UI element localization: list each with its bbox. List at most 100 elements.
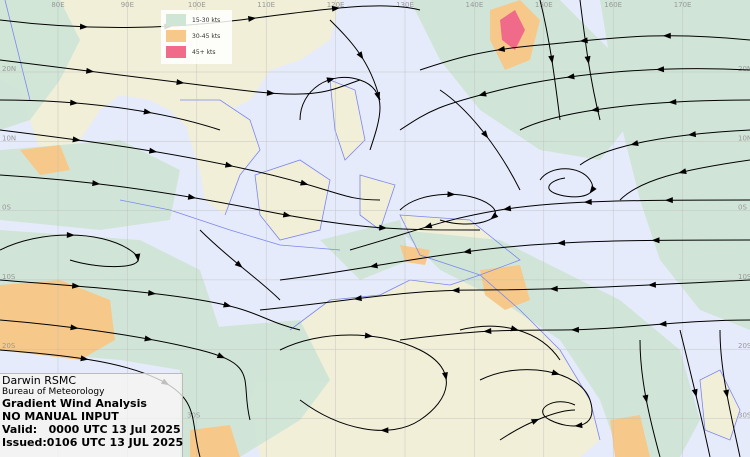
product-title: Gradient Wind Analysis — [2, 397, 147, 410]
arrowhead — [651, 237, 660, 244]
streamline — [419, 35, 750, 71]
arrowhead — [72, 136, 81, 143]
arrowhead — [353, 295, 362, 302]
arrowhead — [441, 372, 448, 381]
arrowhead — [92, 180, 101, 187]
longitude-label: 150E — [535, 1, 553, 9]
longitude-label: 130E — [396, 1, 414, 9]
arrowhead — [364, 332, 374, 339]
arrowhead — [224, 161, 234, 168]
streamline — [539, 168, 593, 198]
longitude-label: 110E — [257, 1, 275, 9]
arrowhead — [687, 131, 697, 138]
arrowhead — [300, 179, 309, 186]
streamline — [399, 193, 496, 225]
legend-swatch — [166, 14, 186, 26]
arrowhead — [590, 106, 600, 113]
arrowhead — [655, 66, 665, 73]
legend-label: 30-45 kts — [192, 32, 221, 40]
legend-label: 45+ kts — [192, 48, 216, 56]
arrowhead — [380, 427, 389, 434]
land-borneo — [255, 160, 330, 240]
arrowhead — [247, 15, 257, 22]
agency-name: Bureau of Meteorology — [2, 387, 105, 397]
arrowhead — [447, 191, 456, 198]
latitude-label: 20S — [2, 342, 16, 350]
arrowhead — [551, 369, 560, 376]
arrowhead — [502, 205, 512, 212]
longitude-label: 120E — [327, 1, 345, 9]
arrowhead — [549, 285, 558, 292]
arrowhead — [148, 147, 158, 154]
arrowhead — [282, 211, 292, 218]
arrowhead — [647, 281, 657, 288]
arrowhead — [216, 352, 226, 359]
arrowhead — [144, 335, 153, 342]
streamline — [0, 234, 139, 268]
land-indochina — [180, 100, 260, 215]
arrowhead — [662, 32, 671, 39]
info-box: Darwin RSMC Bureau of Meteorology Gradie… — [0, 373, 183, 457]
arrowhead — [69, 99, 79, 106]
latitude-label: 10S — [2, 273, 16, 281]
longitude-label: 100E — [188, 1, 206, 9]
arrowhead — [678, 168, 687, 175]
valid-time: Valid: 0000 UTC 13 Jul 2025 — [2, 423, 181, 436]
arrowhead — [481, 130, 489, 139]
arrowhead — [668, 98, 677, 105]
land-asia — [0, 0, 340, 170]
arrowhead — [369, 262, 378, 269]
arrowhead — [356, 51, 364, 60]
arrowhead — [510, 325, 519, 332]
longitude-label: 140E — [466, 1, 484, 9]
latitude-label: 20N — [2, 65, 16, 73]
legend: 15-30 kts 30-45 kts 45+ kts — [161, 10, 232, 64]
latitude-label: 30S — [738, 412, 750, 420]
graticule-labels: 80E 90E 100E 110E 120E 130E 140E 150E 160E 170E 20… — [2, 1, 750, 420]
arrowhead — [490, 212, 499, 220]
latitude-label: 30S — [187, 412, 201, 420]
arrowhead — [691, 388, 698, 398]
streamline-arrows — [66, 5, 730, 434]
arrowhead — [530, 418, 540, 425]
arrowhead — [187, 193, 197, 200]
longitude-label: 170E — [674, 1, 692, 9]
streamline — [259, 279, 750, 311]
legend-item-15-30: 15-30 kts — [166, 14, 220, 26]
streamline — [0, 319, 251, 421]
legend-label: 15-30 kts — [192, 16, 221, 24]
arrowhead — [483, 328, 492, 335]
latitude-label: 0S — [738, 204, 747, 212]
arrowhead — [71, 282, 81, 289]
arrowhead — [570, 326, 579, 333]
arrowhead — [70, 324, 79, 331]
arrowhead — [234, 260, 243, 268]
arrowhead — [496, 45, 506, 52]
arrowhead — [642, 394, 649, 404]
arrowhead — [147, 289, 157, 296]
arrowhead — [574, 422, 583, 429]
arrowhead — [331, 5, 341, 12]
latitude-label: 10N — [738, 134, 750, 142]
arrowhead — [579, 37, 588, 44]
streamline — [329, 19, 381, 101]
streamline — [0, 59, 361, 95]
arrowhead — [134, 253, 141, 262]
arrowhead — [584, 55, 591, 65]
arrowhead — [66, 231, 75, 238]
streamline — [499, 409, 576, 441]
arrowhead — [266, 89, 276, 96]
arrowhead — [723, 389, 730, 398]
streamline — [519, 99, 750, 131]
latitude-label: 20S — [738, 342, 750, 350]
land-sulawesi — [360, 175, 395, 230]
arrowhead — [478, 90, 487, 97]
streamline — [299, 76, 381, 151]
arrowhead — [589, 185, 597, 194]
arrowhead — [176, 79, 185, 86]
arrowhead — [451, 287, 460, 294]
org-name: Darwin RSMC — [2, 374, 77, 387]
latitude-label: 10N — [2, 134, 16, 142]
